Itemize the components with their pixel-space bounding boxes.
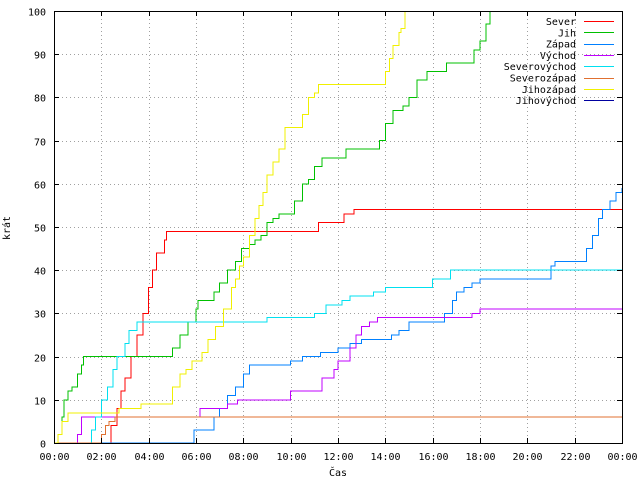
x-tick-label: 00:00 [39,452,69,463]
x-tick-label: 08:00 [228,452,258,463]
y-tick-label: 60 [34,181,46,192]
x-tick-labels: 00:00 02:00 04:00 06:00 08:00 10:00 12:00 14:00… [39,452,637,463]
series-line-východ [54,308,622,444]
legend-label: Severovýchod [504,61,576,73]
x-tick-label: 14:00 [370,452,400,463]
y-tick-labels: 0 10 20 30 40 50 60 70 80 90 100 [28,8,46,451]
x-axis-label: Čas [329,466,347,479]
x-tick-label: 20:00 [512,452,542,463]
legend-label: Sever [546,17,576,28]
x-tick-label: 02:00 [86,452,116,463]
y-axis-label: krát [1,216,13,240]
series-line-jihozápad [54,11,406,444]
y-tick-label: 20 [34,354,46,365]
legend-label: Severozápad [510,73,576,85]
y-tick-label: 100 [28,8,46,19]
legend-label: Jihozápad [522,84,576,96]
x-tick-label: 10:00 [276,452,306,463]
y-tick-label: 40 [34,267,46,278]
series-lines [54,11,623,444]
y-tick-label: 90 [34,51,46,62]
legend-label: Jihovýchod [516,95,576,107]
legend-label: Západ [546,39,576,51]
grid [54,11,622,443]
legend-label: Jih [558,28,576,39]
y-tick-label: 80 [34,94,46,105]
legend: SeverJihZápadVýchodSeverovýchodSeverozáp… [504,17,614,107]
x-tick-label: 16:00 [418,452,448,463]
y-tick-label: 30 [34,310,46,321]
x-tick-label: 00:00 [607,452,637,463]
x-tick-label: 04:00 [134,452,164,463]
series-line-jih [54,11,491,444]
y-tick-label: 50 [34,224,46,235]
y-tick-label: 10 [34,397,46,408]
series-line-západ [54,188,623,444]
x-tick-label: 22:00 [560,452,590,463]
y-tick-label: 0 [40,440,46,451]
x-tick-label: 18:00 [465,452,495,463]
legend-label: Východ [540,50,576,62]
series-line-severovýchod [54,269,622,444]
x-tick-label: 12:00 [323,452,353,463]
axis-ticks [54,11,623,444]
x-tick-label: 06:00 [181,452,211,463]
y-tick-label: 70 [34,138,46,149]
